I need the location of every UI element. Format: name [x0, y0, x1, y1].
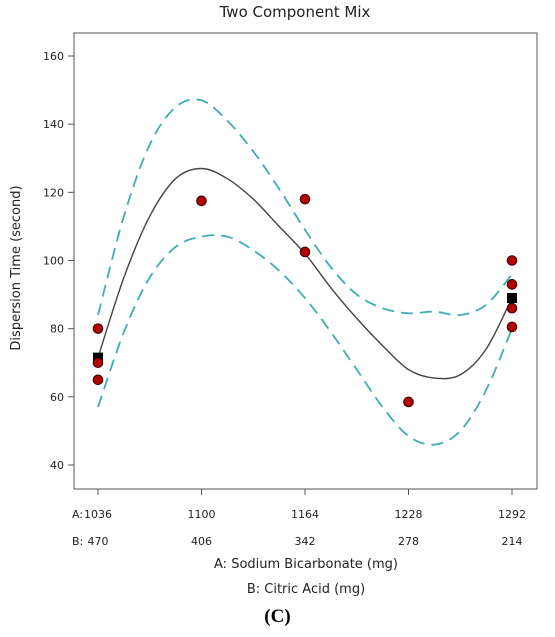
design-point — [196, 195, 207, 207]
design-point — [403, 396, 414, 408]
y-tick-label: 80 — [50, 323, 64, 336]
x-tick-label-b: 278 — [398, 535, 419, 548]
y-tick-label: 40 — [50, 459, 64, 472]
x-axis-label-b: B: Citric Acid (mg) — [247, 582, 365, 597]
prediction-point — [507, 292, 517, 303]
design-point — [506, 279, 518, 290]
x-tick-label-b: 470 — [88, 535, 109, 548]
x-tick-label-a: 1036 — [84, 508, 112, 521]
chart-title: Two Component Mix — [219, 3, 371, 21]
x-tick-label-a: 1100 — [188, 508, 216, 521]
x-axis-prefix-a: A: — [72, 508, 83, 521]
design-point — [92, 374, 104, 386]
x-tick-label-b: 214 — [502, 535, 523, 548]
x-tick-label-a: 1164 — [291, 508, 319, 521]
figure-caption: (C) — [264, 606, 291, 627]
design-point — [92, 323, 104, 334]
y-tick-label: 160 — [43, 50, 64, 63]
x-tick-label-b: 342 — [295, 535, 316, 548]
x-tick-label-a: 1228 — [395, 508, 423, 521]
y-tick-label: 100 — [43, 255, 64, 268]
design-point — [506, 321, 518, 333]
y-axis-label: Dispersion Time (second) — [9, 185, 24, 350]
x-tick-label-b: 406 — [191, 535, 212, 548]
lower-ci-line — [97, 234, 513, 446]
x-axis-label-a: A: Sodium Bicarbonate (mg) — [214, 557, 398, 572]
y-tick-label: 120 — [43, 186, 64, 199]
design-point — [299, 246, 311, 258]
upper-ci-line — [97, 98, 513, 317]
design-point — [92, 357, 104, 369]
design-point — [299, 193, 311, 205]
x-axis-prefix-b: B: — [72, 535, 83, 548]
design-point — [506, 302, 518, 314]
design-point — [506, 255, 518, 266]
y-tick-label: 140 — [43, 118, 64, 131]
x-tick-label-a: 1292 — [498, 508, 526, 521]
y-tick-label: 60 — [50, 391, 64, 404]
